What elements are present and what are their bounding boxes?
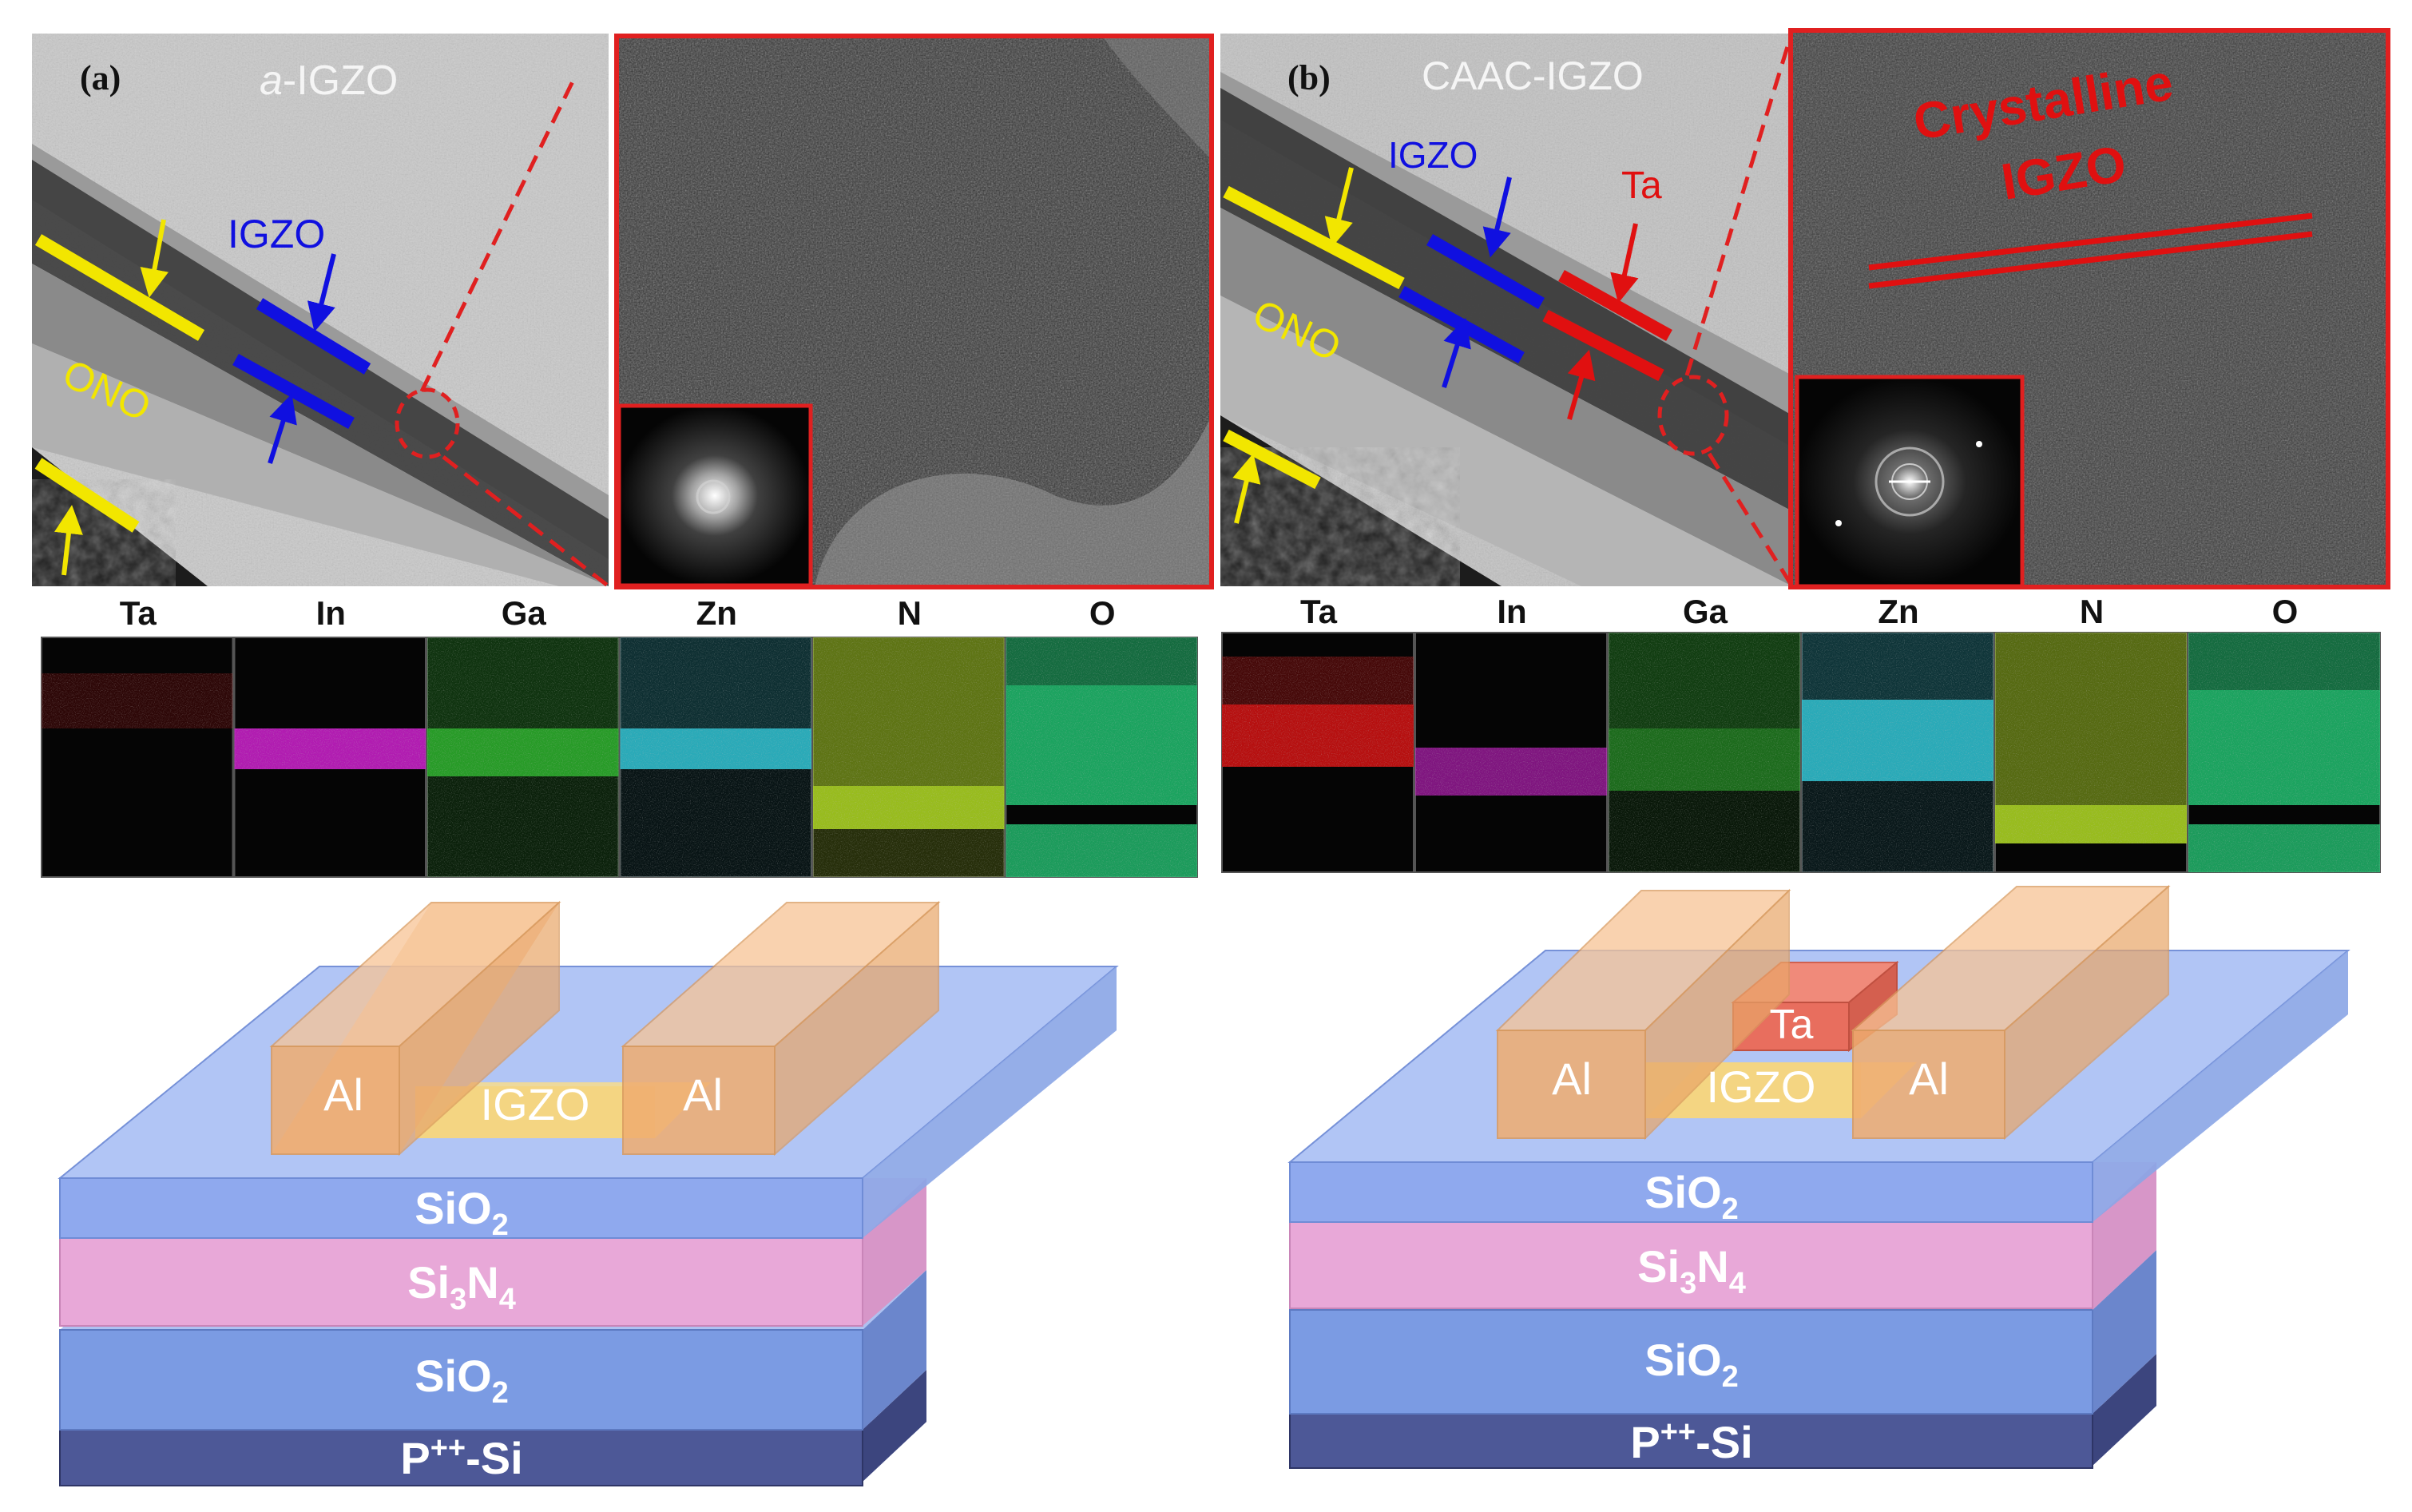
panel-a-tem-image: (a) a-IGZO IGZO ONO xyxy=(32,34,610,588)
panel-a-layer-label-sio2-lower: SiO2 xyxy=(415,1351,509,1410)
panel-a-layer-si3n4 xyxy=(59,1237,863,1327)
panel-b-tem-image: (b) CAAC-IGZO IGZO Ta ONO xyxy=(1220,34,1795,588)
panel-b-eds-label-o: O xyxy=(2272,593,2299,630)
panel-a-fft-inset xyxy=(617,403,813,588)
panel-b-contact-right xyxy=(1852,1030,2005,1139)
panel-b-al-left-label: Al xyxy=(1552,1054,1592,1104)
panel-b-eds-label-n: N xyxy=(2080,593,2104,630)
panel-a-eds-label-n: N xyxy=(898,594,922,632)
panel-b-label: (b) xyxy=(1287,58,1331,97)
panel-a-al-left-label: Al xyxy=(323,1070,363,1120)
panel-a-device-schematic: Al IGZO Al SiO2 Si3N4 SiO2 P++-Si xyxy=(58,900,1119,1486)
panel-b-layer-label-psi: P++-Si xyxy=(1630,1415,1752,1467)
panel-b-layer-label-si3n4: Si3N4 xyxy=(1637,1241,1746,1300)
panel-a-contact-left xyxy=(271,1046,400,1155)
panel-a-contact-right xyxy=(622,1046,776,1155)
panel-a-layer-psi xyxy=(59,1429,863,1486)
panel-a-label: (a) xyxy=(80,58,121,97)
panel-a-zoom-image xyxy=(614,34,1214,589)
panel-a-eds: Ta In Ga Zn N O xyxy=(41,594,1198,878)
panel-b-title: CAAC-IGZO xyxy=(1422,54,1644,98)
panel-b-layer-label-sio2-upper: SiO2 xyxy=(1644,1167,1739,1226)
panel-a-title-rest: -IGZO xyxy=(283,58,398,104)
panel-b-eds-label-zn: Zn xyxy=(1878,593,1918,630)
panel-a-eds-label-in: In xyxy=(316,594,346,632)
panel-b-contact-left xyxy=(1497,1030,1646,1139)
panel-b-layer-label-sio2-lower: SiO2 xyxy=(1644,1335,1739,1394)
panel-a-layer-sio2-lower xyxy=(59,1329,863,1431)
panel-a-layer-label-psi: P++-Si xyxy=(400,1431,522,1483)
panel-b-eds-label-ta: Ta xyxy=(1300,593,1338,630)
panel-b-layer-sio2-lower xyxy=(1289,1309,2093,1415)
panel-a-igzo-label: IGZO xyxy=(228,212,325,256)
panel-b-eds: Ta In Ga Zn N O xyxy=(1221,593,2381,873)
panel-a-title: a-IGZO xyxy=(260,58,398,104)
panel-a-eds-label-o: O xyxy=(1089,594,1116,632)
panel-b-zoom-image: Crystalline IGZO xyxy=(1788,28,2390,589)
panel-a-layer-sio2-upper xyxy=(59,1177,863,1239)
panel-b-layer-si3n4 xyxy=(1289,1221,2093,1309)
panel-a-eds-label-zn: Zn xyxy=(696,594,737,632)
panel-a-eds-label-ga: Ga xyxy=(502,594,547,632)
panel-b-layer-sio2-upper xyxy=(1289,1161,2093,1223)
panel-a-layer-label-sio2-upper: SiO2 xyxy=(415,1183,509,1242)
panel-b-ta-gate-label: Ta xyxy=(1770,1002,1814,1048)
panel-b-device-schematic: Ta Al IGZO Al SiO2 Si3N4 SiO2 P++-Si xyxy=(1287,884,2351,1469)
panel-a-al-right-label: Al xyxy=(683,1070,723,1120)
panel-a-eds-label-ta: Ta xyxy=(120,594,157,632)
panel-a-title-italic: a xyxy=(260,58,283,104)
panel-b-eds-label-ga: Ga xyxy=(1683,593,1728,630)
panel-b-ta-label: Ta xyxy=(1621,165,1662,207)
panel-a-igzo-channel-label: IGZO xyxy=(481,1079,590,1129)
panel-b-eds-label-in: In xyxy=(1497,593,1526,630)
panel-b-igzo-channel-label: IGZO xyxy=(1707,1062,1816,1112)
panel-a-layer-label-si3n4: Si3N4 xyxy=(407,1257,516,1316)
panel-b-igzo-label: IGZO xyxy=(1388,134,1478,176)
panel-b-al-right-label: Al xyxy=(1909,1054,1949,1104)
